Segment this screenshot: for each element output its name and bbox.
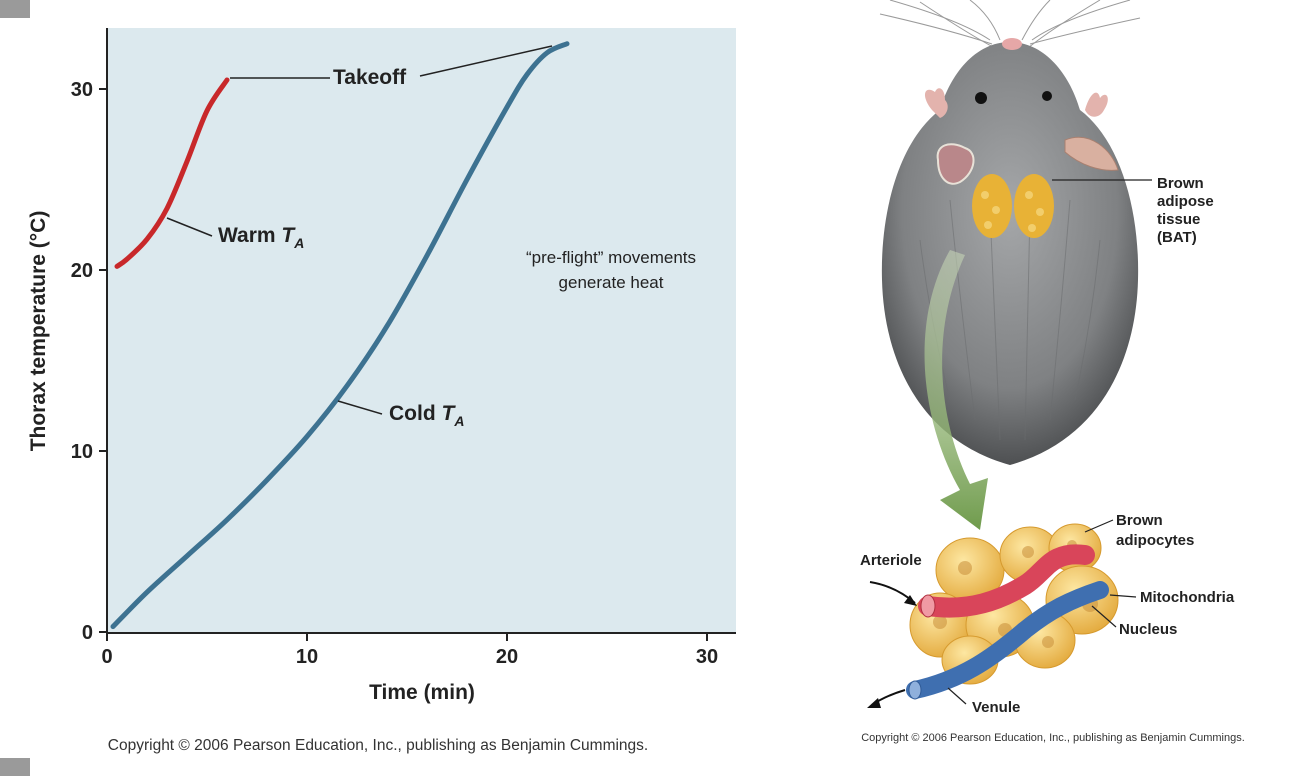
cold-label-leader (337, 400, 383, 415)
y-tick-label: 20 (71, 260, 93, 282)
mitochondria-leader (1109, 594, 1137, 598)
bat-patch-left (972, 174, 1012, 238)
right-paw-icon (1085, 92, 1108, 117)
right-eye-icon (1042, 91, 1052, 101)
whiskers (879, 0, 1141, 49)
venule-opening (908, 680, 922, 700)
bat-label-line1: Brown (1157, 175, 1204, 192)
x-axis-title: Time (min) (369, 681, 475, 704)
venule-label: Venule (972, 699, 1020, 716)
right-ear-icon (1064, 136, 1119, 171)
bat-patch-right (1014, 174, 1054, 238)
series-line-cold (110, 41, 570, 630)
chart-marks: 0 10 20 30 0 10 20 30 (71, 28, 736, 668)
adipocytes-label-line1: Brown (1116, 512, 1163, 529)
thorax-temperature-chart: 0 10 20 30 0 10 20 30 Time (min) Thorax tempera… (27, 28, 736, 754)
y-tick-label: 30 (71, 79, 93, 101)
bat-label-line2: adipose (1157, 193, 1214, 210)
arteriole-label: Arteriole (860, 552, 922, 569)
y-tick-label: 10 (71, 441, 93, 463)
mouse (881, 38, 1139, 465)
series-label-cold: Cold TA (389, 402, 464, 429)
arteriole-opening (920, 594, 936, 618)
venule-leader (947, 687, 967, 705)
bat-texture (981, 191, 1044, 232)
preflight-note-line1: “pre-flight” movements (526, 248, 696, 267)
corner-mark-bottom (0, 758, 30, 776)
nucleus-label: Nucleus (1119, 621, 1177, 638)
adipocytes-label-line2: adipocytes (1116, 532, 1194, 549)
arteriole-vessel (918, 544, 1095, 618)
arteriole-arrowhead-icon (904, 595, 917, 606)
adipocyte-cluster (906, 523, 1119, 700)
mouse-bat-illustration: Brown adipose tissue (BAT) (860, 0, 1245, 744)
chart-copyright: Copyright © 2006 Pearson Education, Inc.… (108, 737, 648, 754)
corner-mark-top (0, 0, 30, 18)
nucleus-leader (1091, 605, 1117, 628)
zoom-arrow-icon (924, 250, 988, 530)
takeoff-leader-cold (419, 45, 553, 77)
adipocytes-leader (1084, 519, 1114, 533)
x-tick-label: 30 (696, 646, 718, 668)
venule-vessel (906, 581, 1109, 699)
bat-label: Brown adipose tissue (BAT) (1157, 175, 1214, 246)
left-ear-icon (936, 143, 975, 185)
left-paw-icon (924, 88, 948, 118)
series-line-warm (114, 77, 230, 269)
bat-label-line3: tissue (1157, 211, 1200, 228)
x-tick-label: 10 (296, 646, 318, 668)
illustration-copyright: Copyright © 2006 Pearson Education, Inc.… (861, 732, 1245, 744)
mouse-nose (1002, 38, 1022, 50)
y-tick-label: 0 (82, 622, 93, 644)
x-tick-label: 0 (101, 646, 112, 668)
bat-label-line4: (BAT) (1157, 229, 1197, 246)
warm-label-leader (166, 217, 213, 237)
preflight-note-line2: generate heat (559, 273, 664, 292)
y-axis-title: Thorax temperature (°C) (27, 211, 50, 452)
left-eye-icon (975, 92, 987, 104)
series-label-warm: Warm TA (218, 224, 304, 251)
x-tick-label: 20 (496, 646, 518, 668)
mitochondria-label: Mitochondria (1140, 589, 1235, 606)
venule-arrowhead-icon (867, 698, 881, 708)
takeoff-label: Takeoff (333, 66, 407, 89)
